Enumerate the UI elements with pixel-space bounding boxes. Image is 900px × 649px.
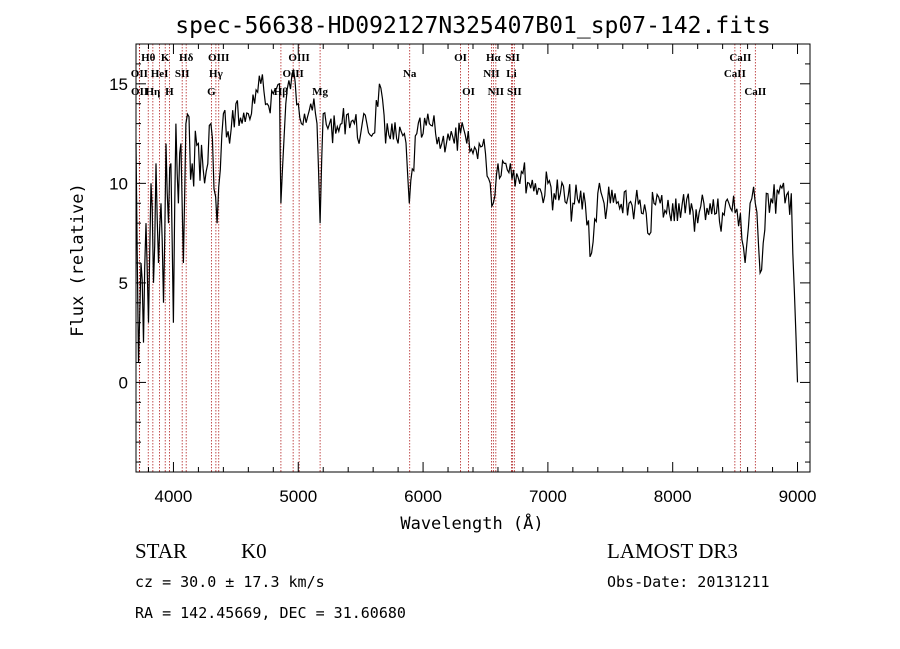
x-tick-label: 7000 [529, 487, 567, 506]
spectral-line-label: Hγ [209, 68, 223, 80]
spectral-line-label: NII [483, 68, 500, 80]
y-tick-label: 10 [109, 174, 128, 193]
x-axis-ticks: 4000 5000 6000 7000 8000 9000 [147, 44, 817, 506]
spectral-line-label: SII [505, 52, 520, 64]
spectral-line-label: OIII [208, 52, 229, 64]
chart-title: spec-56638-HD092127N325407B01_sp07-142.f… [175, 13, 770, 39]
x-tick-label: 5000 [279, 487, 317, 506]
spectral-line-label: OIII [282, 68, 303, 80]
object-subclass: K0 [241, 539, 267, 563]
spectral-line-label: CaII [744, 86, 766, 98]
plot-frame [135, 43, 811, 473]
spectral-line-label: SII [175, 68, 190, 80]
spectral-line-label: OIII [288, 52, 309, 64]
spectral-line-label: HeI [151, 68, 169, 80]
spectral-line-label: Hα [486, 52, 502, 64]
y-tick-label: 5 [119, 274, 128, 293]
spectral-line-label: Na [403, 68, 417, 80]
spectral-line-label: NII [488, 86, 505, 98]
spectral-line-label: OI [454, 52, 467, 64]
x-tick-label: 4000 [155, 487, 193, 506]
observation-date: Obs-Date: 20131211 [607, 573, 770, 591]
spectral-line-label: OII [131, 86, 148, 98]
spectral-line-label: K [161, 52, 170, 64]
spectral-line-label: OII [131, 68, 148, 80]
y-tick-label: 15 [109, 75, 128, 94]
spectral-line-label: Hη [145, 86, 160, 98]
y-axis-label: Flux (relative) [68, 183, 88, 337]
x-axis-label: Wavelength (Å) [400, 512, 543, 534]
x-tick-label: 8000 [654, 487, 692, 506]
x-tick-label: 6000 [404, 487, 442, 506]
spectral-line-label: CaII [724, 68, 746, 80]
y-axis-ticks: 0 5 10 15 [109, 63, 810, 463]
x-tick-label: 9000 [779, 487, 817, 506]
object-class: STAR [135, 539, 187, 563]
spectral-line-label: Hδ [179, 52, 194, 64]
redshift-velocity: cz = 30.0 ± 17.3 km/s [135, 573, 325, 591]
spectral-line-label: G [207, 86, 216, 98]
coordinates: RA = 142.45669, DEC = 31.60680 [135, 604, 406, 622]
spectral-line-label: H [165, 86, 174, 98]
y-tick-label: 0 [119, 373, 128, 392]
spectral-line-label: Mg [312, 86, 328, 98]
spectral-line-markers [138, 44, 756, 472]
spectral-line-label: OI [462, 86, 475, 98]
spectral-line-label: CaII [729, 52, 751, 64]
spectrum-line [135, 69, 799, 383]
spectral-line-label: Hθ [141, 52, 156, 64]
spectral-line-label: SII [507, 86, 522, 98]
spectral-line-label: Li [506, 68, 516, 80]
spectral-line-label: Hβ [274, 86, 289, 98]
survey-name: LAMOST DR3 [607, 539, 738, 563]
